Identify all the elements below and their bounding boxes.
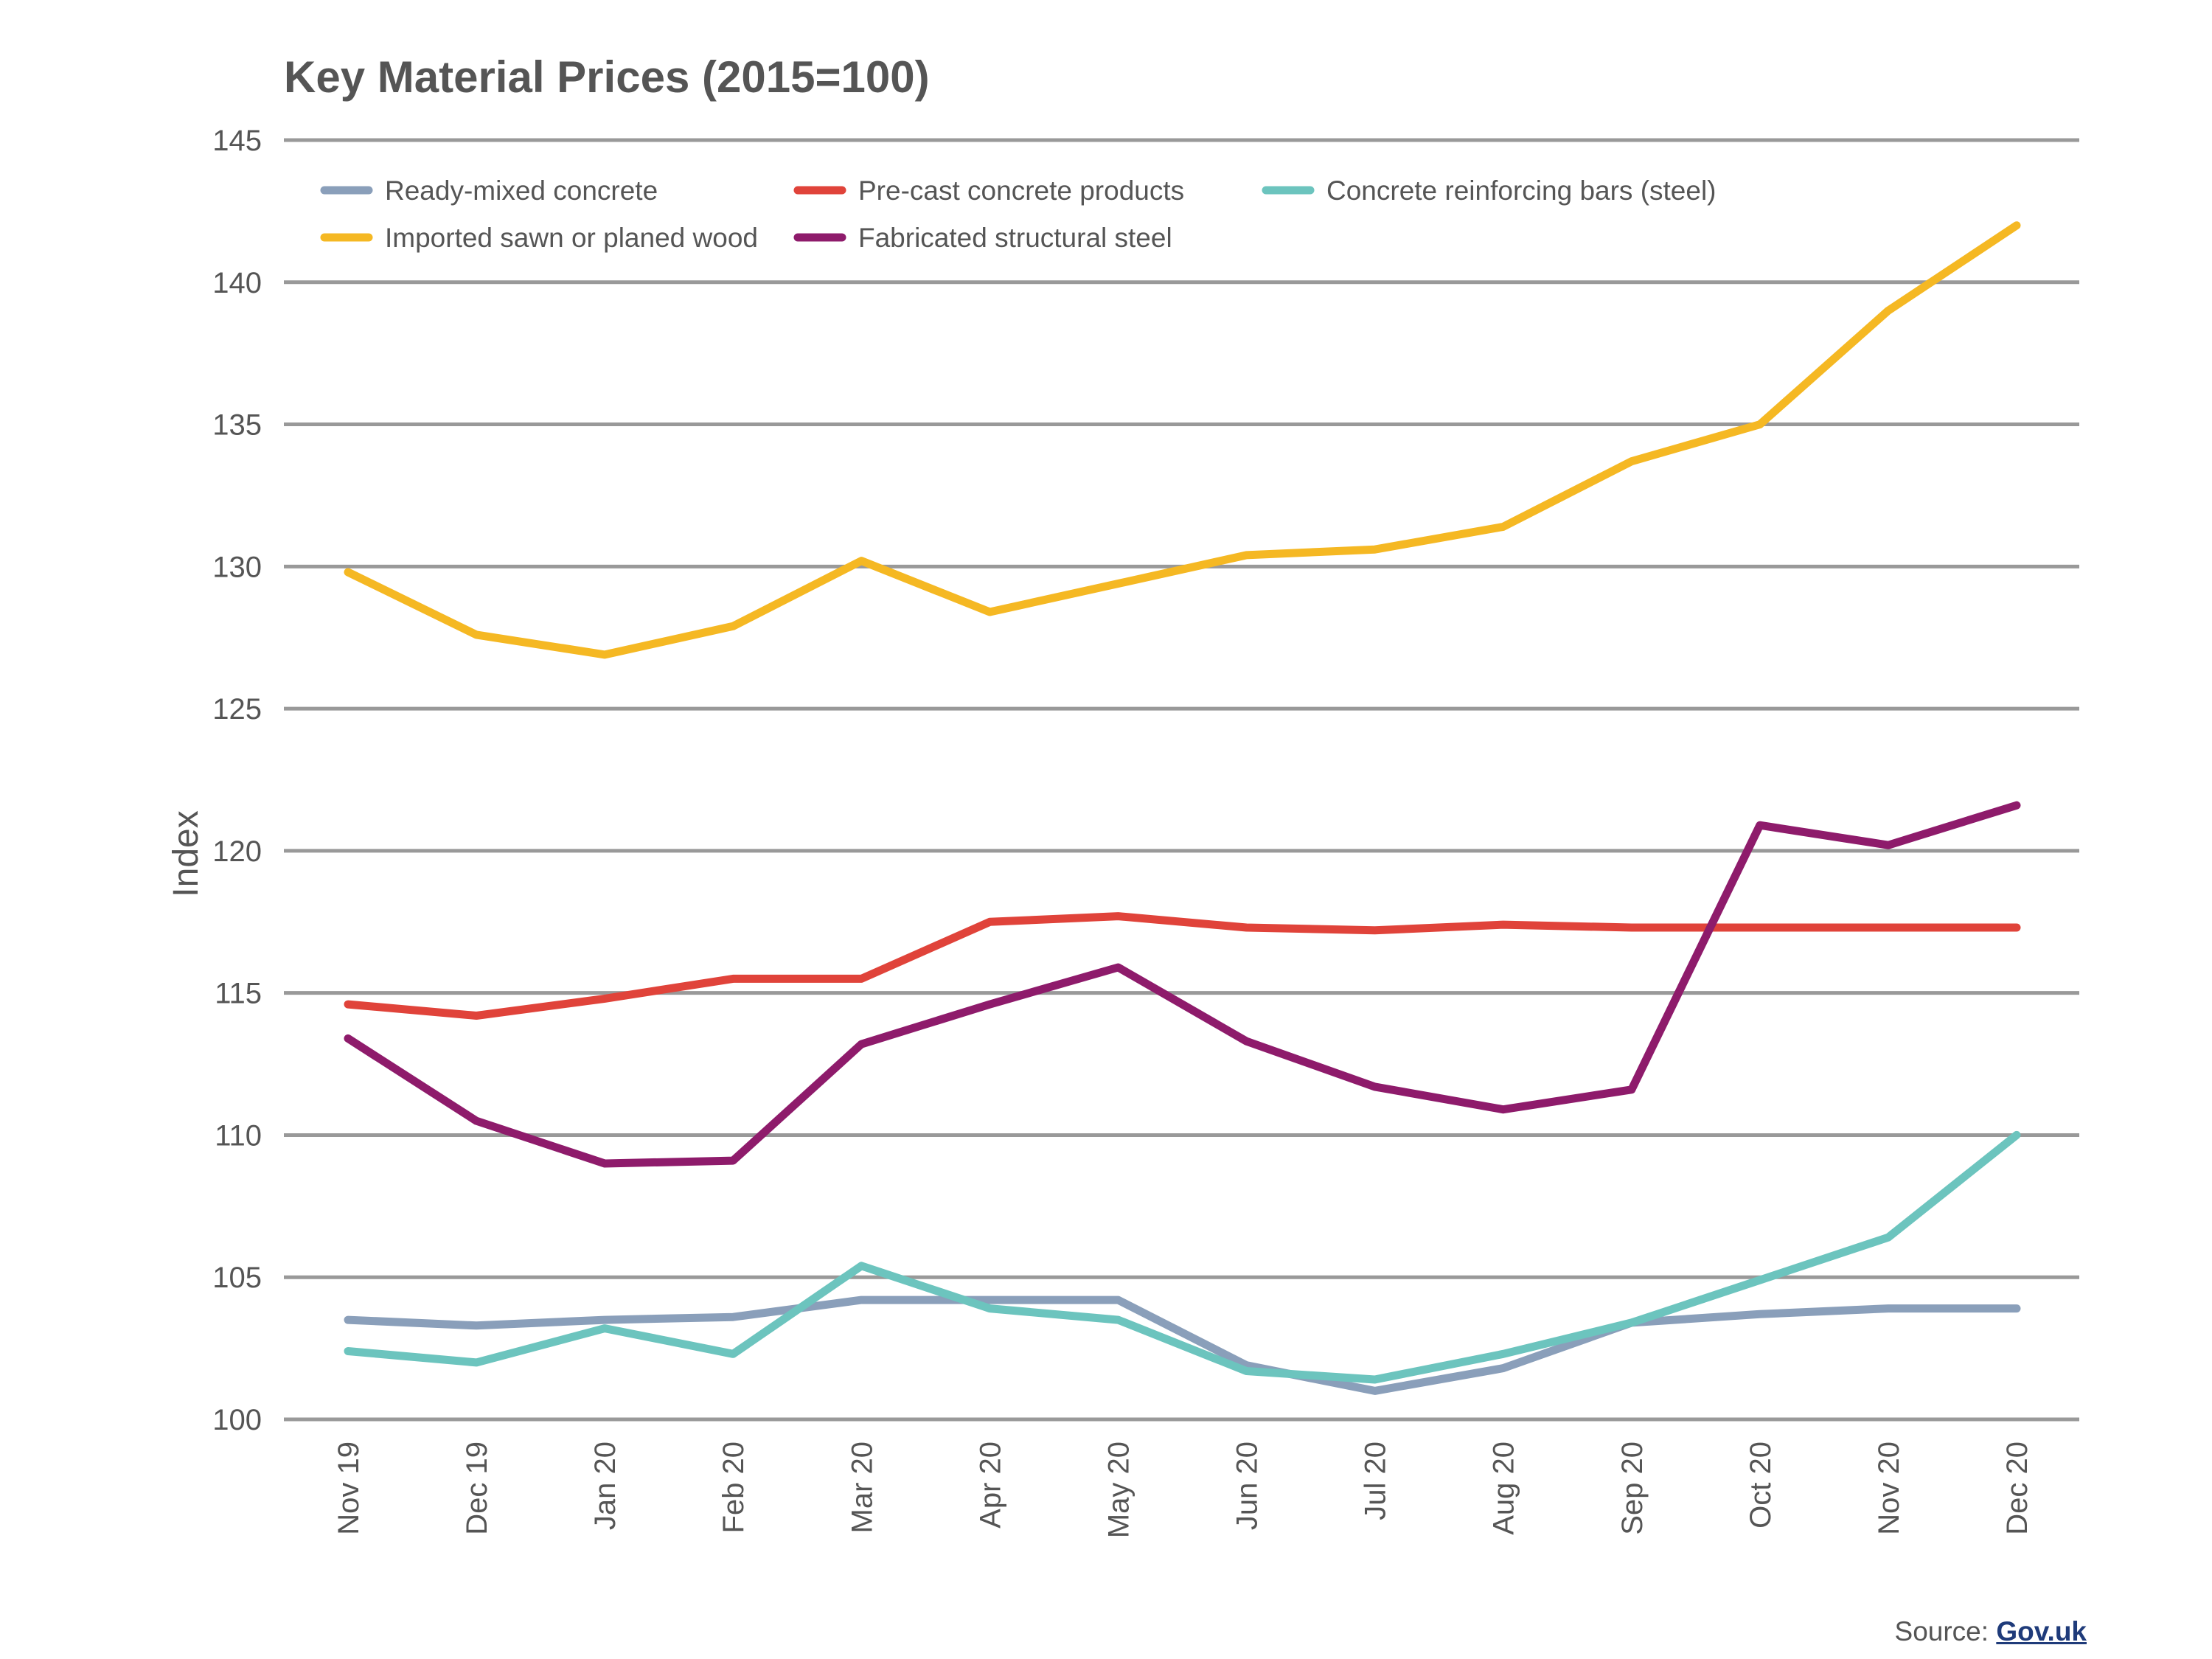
legend-label-4: Fabricated structural steel: [858, 223, 1172, 253]
source-link[interactable]: Gov.uk: [1996, 1616, 2087, 1646]
series-line-2: [344, 1130, 2021, 1384]
series-line-4: [344, 801, 2021, 1168]
series-line-3: [344, 221, 2021, 659]
x-tick-label: Mar 20: [846, 1441, 878, 1534]
x-tick-label: Jun 20: [1231, 1441, 1264, 1530]
x-tick-label: Sep 20: [1616, 1441, 1649, 1535]
x-tick-label: Apr 20: [974, 1441, 1006, 1528]
x-tick-label: Nov 20: [1873, 1441, 1905, 1535]
legend-label-2: Concrete reinforcing bars (steel): [1326, 175, 1717, 206]
x-axis-ticks: Nov 19 Dec 19 Jan 20 Feb 20 Mar 20 Apr 20 May …: [333, 1441, 2034, 1538]
y-tick-label-100: 100: [212, 1404, 262, 1436]
x-tick-label: Dec 20: [2001, 1441, 2034, 1535]
legend: Ready-mixed concrete Pre-cast concrete pr…: [320, 175, 1717, 253]
y-tick-label-135: 135: [212, 409, 262, 442]
legend-label-1: Pre-cast concrete products: [858, 175, 1184, 206]
chart-title: Key Material Prices (2015=100): [284, 52, 930, 102]
y-tick-label-110: 110: [215, 1119, 262, 1152]
series-line-1: [344, 912, 2021, 1020]
gridlines: [284, 138, 2079, 1422]
y-tick-label-140: 140: [212, 267, 262, 299]
x-tick-label: Jan 20: [589, 1441, 622, 1530]
y-tick-label-120: 120: [212, 835, 262, 868]
y-tick-label-130: 130: [212, 551, 262, 583]
y-tick-label-105: 105: [212, 1262, 262, 1294]
x-tick-label: Nov 19: [333, 1441, 365, 1535]
series-lines: [344, 221, 2021, 1395]
y-axis-ticks: 100 105 110 115 120 125 130 135 140 145: [212, 125, 262, 1436]
source-prefix: Source:: [1894, 1616, 1989, 1646]
series-line-0: [344, 1295, 2021, 1395]
x-tick-label: Jul 20: [1360, 1441, 1392, 1520]
x-tick-label: Aug 20: [1488, 1441, 1520, 1535]
source-note: Source: Gov.uk: [1895, 1616, 2087, 1647]
x-tick-label: Oct 20: [1745, 1441, 1777, 1528]
y-tick-label-125: 125: [212, 693, 262, 726]
y-tick-label-115: 115: [215, 978, 262, 1010]
x-tick-label: Feb 20: [717, 1441, 750, 1534]
x-tick-label: Dec 19: [461, 1441, 493, 1535]
x-tick-label: May 20: [1102, 1441, 1135, 1538]
y-axis-title: Index: [167, 810, 206, 897]
legend-label-3: Imported sawn or planed wood: [385, 223, 758, 253]
legend-label-0: Ready-mixed concrete: [385, 175, 658, 206]
y-tick-label-145: 145: [212, 125, 262, 157]
